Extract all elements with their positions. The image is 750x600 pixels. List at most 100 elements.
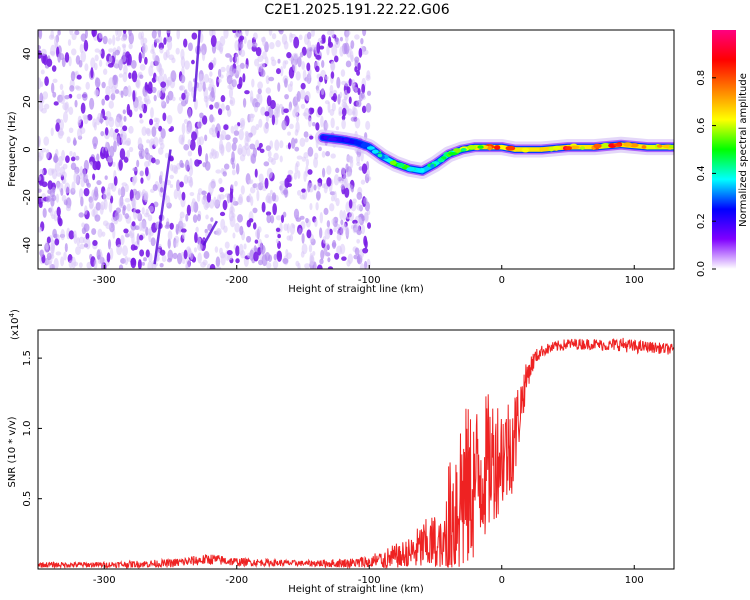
noise-speckle xyxy=(187,80,193,92)
noise-speckle xyxy=(335,197,340,207)
snr-x-tick-label: 100 xyxy=(625,575,644,586)
noise-speckle xyxy=(70,70,76,82)
noise-speckle xyxy=(358,47,363,58)
noise-speckle xyxy=(133,245,138,251)
noise-speckle xyxy=(141,191,145,197)
noise-speckle xyxy=(271,33,277,40)
noise-speckle xyxy=(160,128,166,139)
noise-speckle xyxy=(311,30,315,37)
noise-speckle xyxy=(122,71,128,83)
noise-speckle xyxy=(140,35,144,46)
noise-speckle xyxy=(352,198,357,204)
noise-speckle xyxy=(52,91,57,98)
noise-speckle xyxy=(61,57,66,68)
noise-speckle xyxy=(38,136,41,148)
noise-speckle xyxy=(39,168,44,176)
noise-speckle xyxy=(50,127,54,137)
noise-speckle xyxy=(164,152,170,159)
noise-speckle xyxy=(237,196,243,206)
signal-hotspot xyxy=(360,142,371,148)
noise-speckle xyxy=(53,258,59,269)
noise-speckle xyxy=(78,262,83,268)
signal-hotspot xyxy=(466,145,477,150)
noise-speckle xyxy=(180,228,187,233)
noise-speckle xyxy=(246,134,251,143)
noise-speckle xyxy=(292,52,299,60)
noise-speckle xyxy=(235,245,240,257)
noise-speckle xyxy=(323,207,329,216)
noise-speckle xyxy=(114,128,119,133)
noise-speckle xyxy=(342,209,346,221)
noise-speckle xyxy=(121,43,127,48)
noise-speckle xyxy=(139,170,144,177)
noise-speckle xyxy=(297,56,302,68)
snr-scale-exponent: 4 xyxy=(8,312,16,317)
noise-speckle xyxy=(335,126,340,131)
spectrogram-x-tick-label: 100 xyxy=(625,275,644,286)
noise-speckle xyxy=(316,190,321,201)
noise-speckle xyxy=(235,258,240,264)
noise-speckle xyxy=(277,82,281,92)
noise-speckle xyxy=(38,44,42,51)
noise-speckle xyxy=(79,243,85,250)
noise-speckle xyxy=(310,107,315,114)
noise-speckle xyxy=(235,53,240,65)
noise-speckle xyxy=(286,223,290,234)
noise-speckle xyxy=(219,211,226,217)
noise-speckle xyxy=(234,40,240,52)
noise-speckle xyxy=(153,94,157,102)
noise-speckle xyxy=(159,68,164,76)
noise-speckle xyxy=(220,95,226,103)
noise-speckle xyxy=(206,192,212,203)
noise-speckle xyxy=(254,168,258,178)
signal-hotspot xyxy=(336,136,342,142)
noise-speckle xyxy=(139,64,146,71)
noise-speckle xyxy=(303,131,309,138)
noise-speckle xyxy=(330,153,336,159)
spectrogram-x-tick-label: 0 xyxy=(499,275,505,286)
noise-speckle xyxy=(266,167,273,179)
noise-speckle xyxy=(189,191,195,197)
noise-speckle xyxy=(309,135,314,140)
noise-speckle xyxy=(270,56,275,62)
noise-speckle xyxy=(136,78,141,89)
noise-speckle xyxy=(314,218,318,228)
signal-hotspot xyxy=(389,160,397,166)
noise-speckle xyxy=(126,149,131,159)
noise-speckle xyxy=(340,184,345,190)
noise-speckle xyxy=(233,130,240,136)
noise-speckle xyxy=(242,98,247,108)
noise-speckle xyxy=(167,39,173,51)
noise-speckle xyxy=(320,89,325,96)
noise-speckle xyxy=(197,159,202,165)
noise-speckle xyxy=(360,179,366,185)
noise-speckle xyxy=(113,176,118,187)
noise-speckle xyxy=(134,190,141,201)
noise-speckle xyxy=(256,189,260,202)
noise-speckle xyxy=(289,223,296,235)
noise-speckle xyxy=(356,238,361,244)
noise-speckle xyxy=(321,167,326,178)
signal-hotspot xyxy=(430,163,435,168)
noise-speckle xyxy=(66,136,71,144)
noise-speckle xyxy=(180,74,186,84)
noise-speckle xyxy=(251,78,255,88)
noise-speckle xyxy=(70,156,76,162)
noise-speckle xyxy=(210,178,216,189)
noise-speckle xyxy=(154,122,160,129)
noise-speckle xyxy=(91,30,97,37)
noise-speckle xyxy=(176,30,181,40)
snr-line-layer xyxy=(38,337,674,569)
noise-speckle xyxy=(284,177,290,189)
noise-speckle xyxy=(39,249,45,258)
noise-speckle xyxy=(150,60,154,68)
noise-speckle xyxy=(256,93,260,99)
noise-speckle xyxy=(97,228,103,238)
noise-speckle xyxy=(363,235,368,247)
noise-speckle xyxy=(55,122,60,132)
snr-y-axis-label: SNR (10 * v/v) xyxy=(7,416,18,487)
noise-speckle xyxy=(60,188,64,196)
noise-speckle xyxy=(267,150,272,158)
noise-speckle xyxy=(312,251,316,256)
noise-speckle xyxy=(298,34,303,41)
